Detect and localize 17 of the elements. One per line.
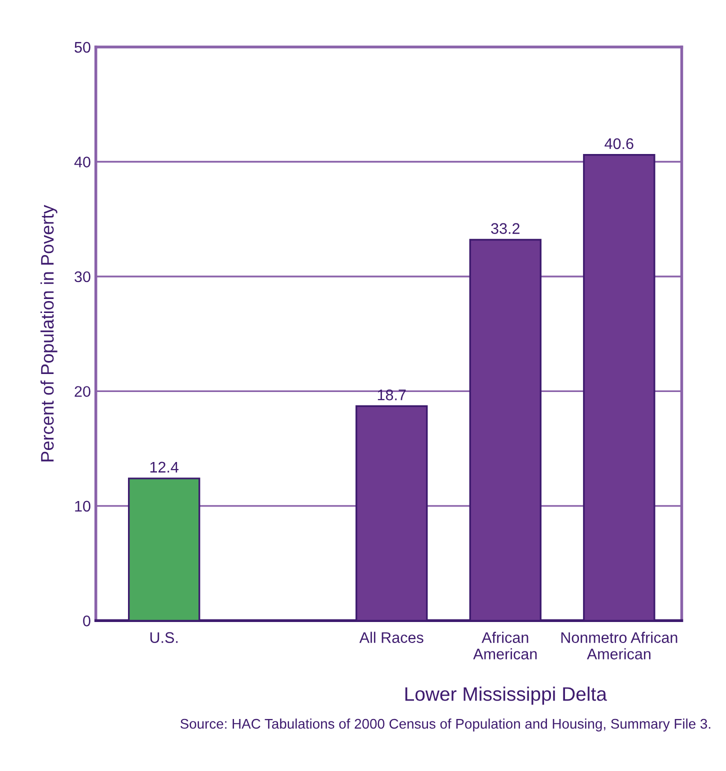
data-label: 40.6 [604, 138, 634, 150]
y-tick-label: 10 [75, 500, 90, 512]
x-tick-label: U.S. [150, 632, 178, 643]
y-tick-label: 30 [74, 271, 90, 282]
source-note: Source: HAC Tabulations of 2000 Census of Population and Housing, Summary File 3. [180, 718, 710, 732]
data-label: 12.4 [150, 462, 179, 472]
y-tick-label: 50 [74, 42, 90, 53]
y-tick-label: 20 [74, 386, 90, 397]
data-label: 33.2 [491, 223, 520, 234]
y-tick-label: 0 [83, 616, 90, 626]
data-label: 18.7 [378, 390, 406, 400]
x-axis-title: Lower Mississippi Delta [405, 686, 607, 705]
x-tick-label: All Races [359, 632, 424, 643]
y-tick-label: 40 [74, 156, 90, 168]
x-tick-label: Nonmetro African American [561, 632, 678, 660]
y-axis-title: Percent of Population in Poverty [40, 204, 58, 462]
x-tick-label: African American [473, 632, 537, 660]
